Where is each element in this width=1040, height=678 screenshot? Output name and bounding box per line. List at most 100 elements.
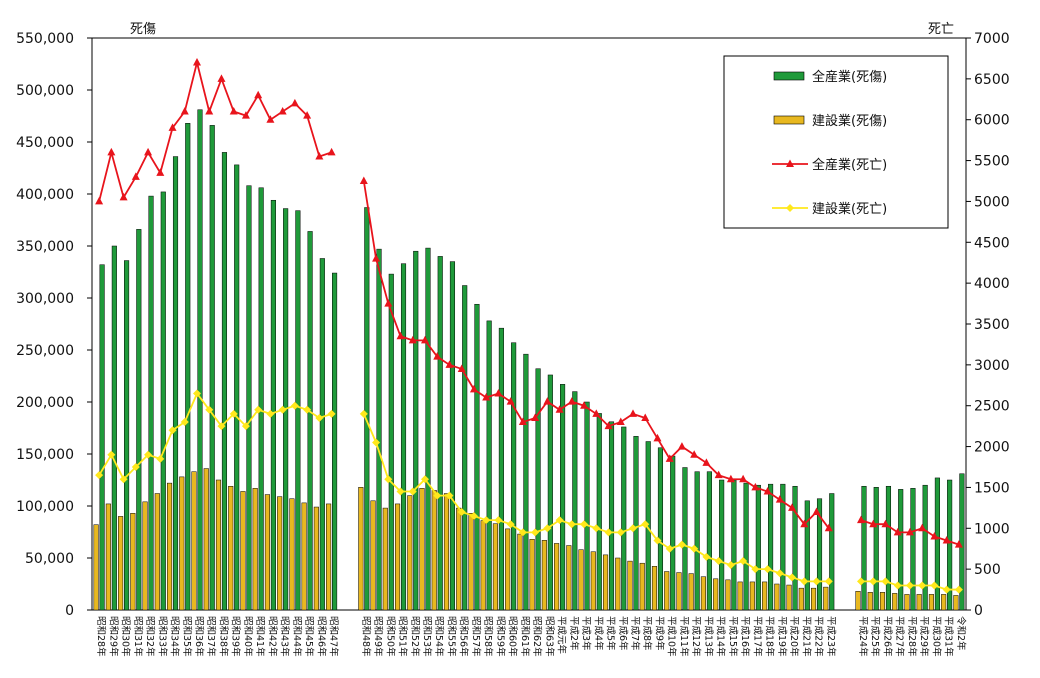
- marker: [714, 556, 723, 565]
- bar: [916, 594, 922, 611]
- bar: [203, 468, 209, 611]
- marker: [396, 487, 405, 496]
- left-tick-label: 200,000: [16, 395, 74, 411]
- bar: [928, 594, 934, 611]
- bar: [651, 566, 658, 611]
- series-line: [98, 62, 332, 202]
- x-tick-label: 昭和57年: [470, 616, 482, 657]
- marker: [205, 405, 214, 414]
- marker: [788, 573, 797, 582]
- marker: [254, 90, 263, 99]
- legend: 全産業(死傷) 建設業(死傷) 全産業(死亡) 建設業(死亡): [723, 55, 949, 229]
- bar: [947, 479, 953, 611]
- plot-area: 550,000 500,000 450,000 400,000 350,000 300,0…: [16, 31, 1010, 657]
- bar: [657, 447, 664, 611]
- marker: [315, 151, 324, 160]
- x-tick-label: 昭和28年: [95, 616, 107, 657]
- marker: [930, 531, 939, 540]
- marker: [918, 523, 927, 532]
- marker: [396, 331, 405, 340]
- bar: [823, 586, 829, 611]
- bar: [910, 488, 916, 611]
- marker: [812, 507, 821, 515]
- x-tick-label: 平成5年: [605, 616, 617, 651]
- left-tick-label: 500,000: [16, 83, 74, 99]
- right-tick-label: 2500: [974, 399, 1010, 415]
- marker: [763, 565, 772, 574]
- bar: [215, 479, 222, 611]
- bar: [774, 583, 780, 611]
- marker: [616, 528, 625, 537]
- marker: [445, 360, 454, 368]
- x-tick-label: 平成15年: [727, 616, 739, 657]
- marker: [359, 176, 368, 184]
- x-tick-label: 昭和33年: [156, 616, 168, 657]
- bar: [934, 477, 940, 611]
- x-tick-label: 昭和56年: [458, 616, 470, 657]
- x-tick-label: 昭和37年: [205, 616, 217, 657]
- bar: [578, 549, 584, 611]
- x-tick-label: 昭和52年: [409, 616, 421, 657]
- bar: [240, 491, 246, 611]
- marker: [278, 107, 287, 115]
- marker: [763, 487, 772, 495]
- bar: [326, 503, 332, 611]
- bar: [898, 489, 904, 611]
- x-tick-label: 平成30年: [930, 616, 942, 657]
- bar: [904, 594, 910, 611]
- bar: [798, 587, 804, 611]
- bar: [523, 353, 529, 611]
- x-tick-label: 平成22年: [813, 616, 825, 657]
- x-tick-label: 昭和48年: [360, 616, 372, 657]
- right-tick-label: 1000: [974, 521, 1010, 537]
- bar: [737, 581, 743, 611]
- marker: [384, 299, 393, 307]
- marker: [303, 111, 312, 119]
- bar: [879, 592, 886, 611]
- marker: [131, 172, 140, 180]
- bar: [602, 554, 609, 611]
- x-tick-label: 昭和51年: [397, 616, 409, 657]
- marker: [193, 389, 201, 398]
- x-tick-label: 昭和58年: [482, 616, 494, 657]
- bar: [780, 483, 786, 611]
- left-tick-label: 300,000: [16, 291, 74, 307]
- bar: [456, 507, 462, 611]
- series-line: [362, 180, 830, 529]
- bar: [234, 164, 240, 611]
- bar: [370, 500, 376, 611]
- bar: [676, 572, 682, 611]
- bar: [264, 494, 270, 611]
- x-tick-label: 昭和32年: [144, 616, 156, 657]
- right-tick-label: 0: [974, 603, 983, 619]
- right-tick-label: 6000: [974, 113, 1010, 129]
- right-tick-label: 500: [974, 562, 1001, 578]
- x-tick-label: 昭和60年: [507, 616, 519, 657]
- x-tick-label: 平成29年: [918, 616, 930, 657]
- legend-label: 全産業(死亡): [812, 157, 887, 173]
- bar: [664, 571, 670, 611]
- marker: [567, 520, 576, 529]
- marker: [95, 471, 104, 480]
- left-tick-label: 100,000: [16, 499, 74, 515]
- bar: [258, 187, 264, 611]
- bar: [633, 436, 639, 611]
- bar: [554, 543, 560, 611]
- bar: [498, 327, 504, 611]
- x-tick-label: 平成27年: [894, 616, 906, 657]
- x-tick-label: 平成元年: [556, 616, 568, 655]
- bar: [474, 303, 480, 611]
- bar: [148, 195, 154, 611]
- marker: [266, 115, 275, 123]
- marker: [531, 413, 540, 421]
- bar: [154, 493, 160, 611]
- bar: [719, 479, 725, 611]
- marker: [372, 254, 381, 262]
- legend-box: [723, 55, 949, 229]
- x-tick-label: 昭和45年: [303, 616, 315, 657]
- bar: [492, 523, 498, 611]
- x-tick-label: 平成3年: [580, 616, 592, 651]
- bar: [829, 493, 835, 611]
- bar: [394, 503, 401, 611]
- x-tick-label: 平成20年: [788, 616, 800, 657]
